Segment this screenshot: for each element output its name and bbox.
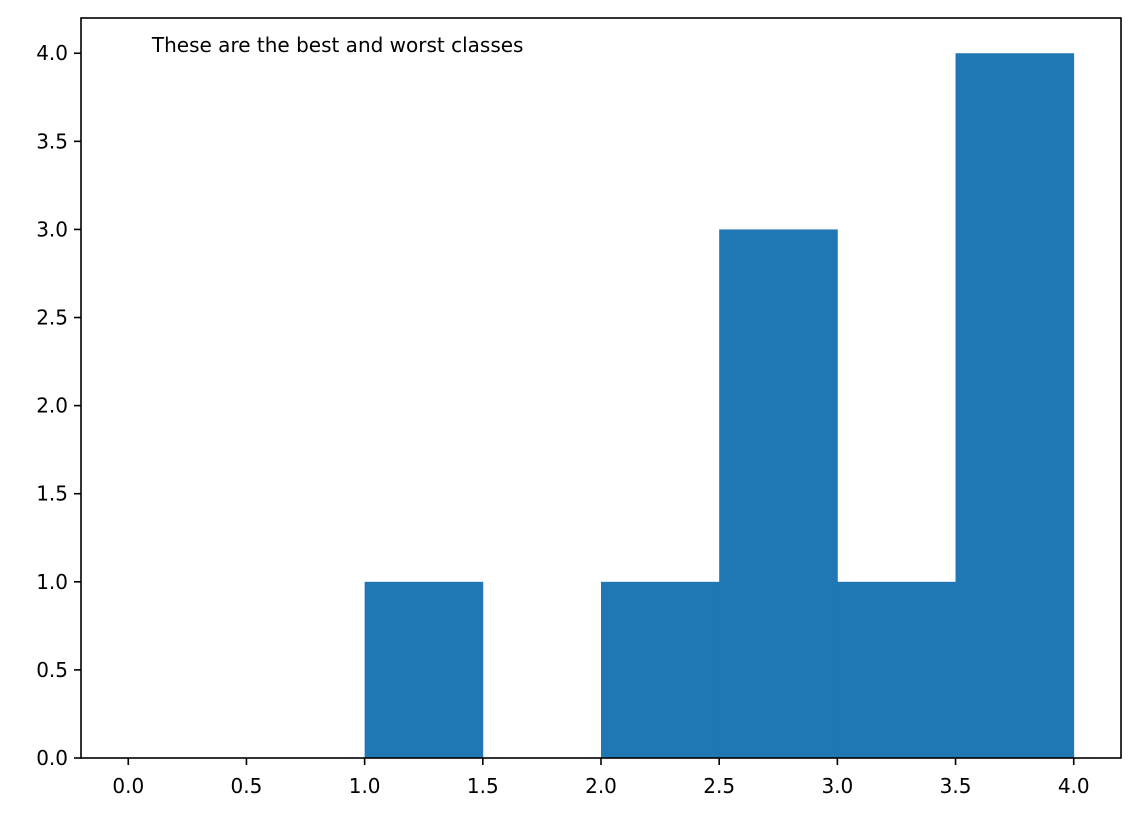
x-tick-label: 2.5 bbox=[703, 774, 735, 798]
x-tick-label: 2.0 bbox=[585, 774, 617, 798]
y-tick-label: 0.0 bbox=[36, 746, 68, 770]
histogram-bar bbox=[364, 581, 484, 758]
x-tick-label: 0.0 bbox=[112, 774, 144, 798]
y-tick-label: 3.0 bbox=[36, 217, 68, 241]
bars-layer bbox=[364, 53, 1075, 758]
y-tick-label: 0.5 bbox=[36, 658, 68, 682]
y-tick-label: 1.0 bbox=[36, 570, 68, 594]
x-tick-label: 3.0 bbox=[821, 774, 853, 798]
y-tick-label: 3.5 bbox=[36, 129, 68, 153]
y-tick-label: 1.5 bbox=[36, 482, 68, 506]
x-axis-ticks: 0.0 0.5 1.0 1.5 2.0 2.5 3.0 3.5 4.0 bbox=[112, 758, 1090, 798]
histogram-bar bbox=[837, 581, 956, 758]
y-tick-label: 2.0 bbox=[36, 394, 68, 418]
histogram-bar bbox=[719, 229, 838, 758]
y-tick-label: 4.0 bbox=[36, 41, 68, 65]
x-tick-label: 0.5 bbox=[231, 774, 263, 798]
chart-annotation: These are the best and worst classes bbox=[151, 33, 524, 57]
y-tick-label: 2.5 bbox=[36, 306, 68, 330]
y-axis-ticks: 0.0 0.5 1.0 1.5 2.0 2.5 3.0 3.5 4.0 bbox=[36, 41, 81, 770]
x-tick-label: 1.5 bbox=[467, 774, 499, 798]
histogram-bar bbox=[601, 581, 720, 758]
x-tick-label: 3.5 bbox=[940, 774, 972, 798]
x-tick-label: 1.0 bbox=[349, 774, 381, 798]
x-tick-label: 4.0 bbox=[1058, 774, 1090, 798]
axes-frame bbox=[80, 17, 1122, 759]
histogram-bar bbox=[955, 53, 1075, 758]
